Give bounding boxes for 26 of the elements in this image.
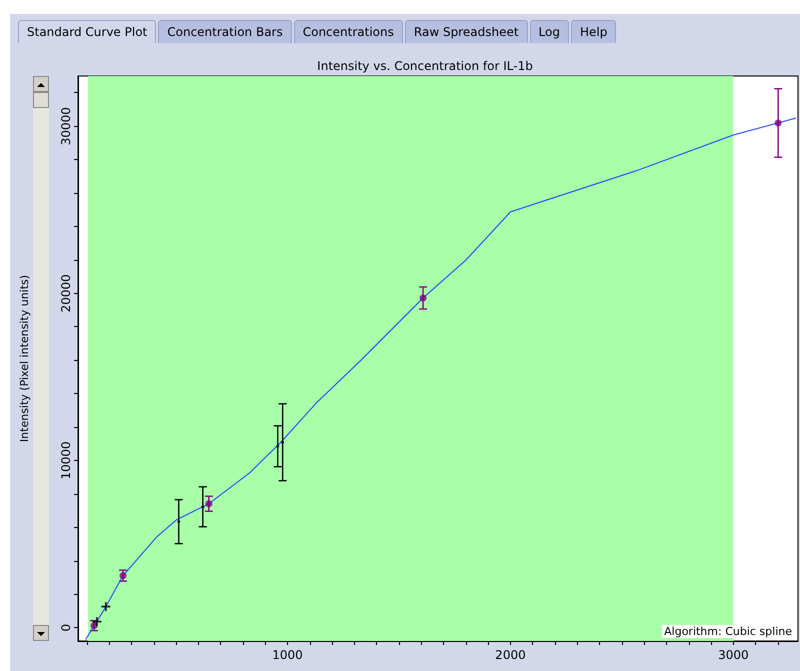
line-series bbox=[85, 118, 796, 640]
text: Standard Curve Plot bbox=[18, 20, 156, 43]
point bbox=[276, 444, 280, 448]
text: Help bbox=[570, 20, 616, 43]
y-tick-label: 20000 bbox=[59, 274, 73, 312]
point bbox=[774, 119, 782, 126]
point bbox=[120, 572, 127, 580]
text: Raw Spreadsheet bbox=[404, 20, 528, 43]
text: Concentration Bars bbox=[158, 20, 292, 43]
annotation: Algorithm: Cubic spline bbox=[664, 625, 792, 638]
y-tick-label: 0 bbox=[59, 624, 73, 632]
point bbox=[92, 617, 102, 626]
point bbox=[205, 500, 212, 508]
text: Log bbox=[530, 20, 569, 43]
y-tick-label: 10000 bbox=[59, 441, 73, 480]
point bbox=[101, 602, 110, 612]
y-tick-label: 30000 bbox=[59, 107, 73, 146]
x-tick-label: 1000 bbox=[272, 648, 303, 662]
y-axis-title: Intensity (Pixel intensity units) bbox=[18, 274, 31, 442]
point bbox=[420, 294, 427, 302]
point bbox=[281, 440, 284, 444]
x-tick-label: 3000 bbox=[718, 648, 749, 662]
x-tick-label: 2000 bbox=[495, 648, 526, 662]
point bbox=[177, 520, 180, 524]
text: Concentrations bbox=[294, 20, 403, 43]
chart-title: Intensity vs. Concentration for IL-1b bbox=[317, 59, 533, 73]
